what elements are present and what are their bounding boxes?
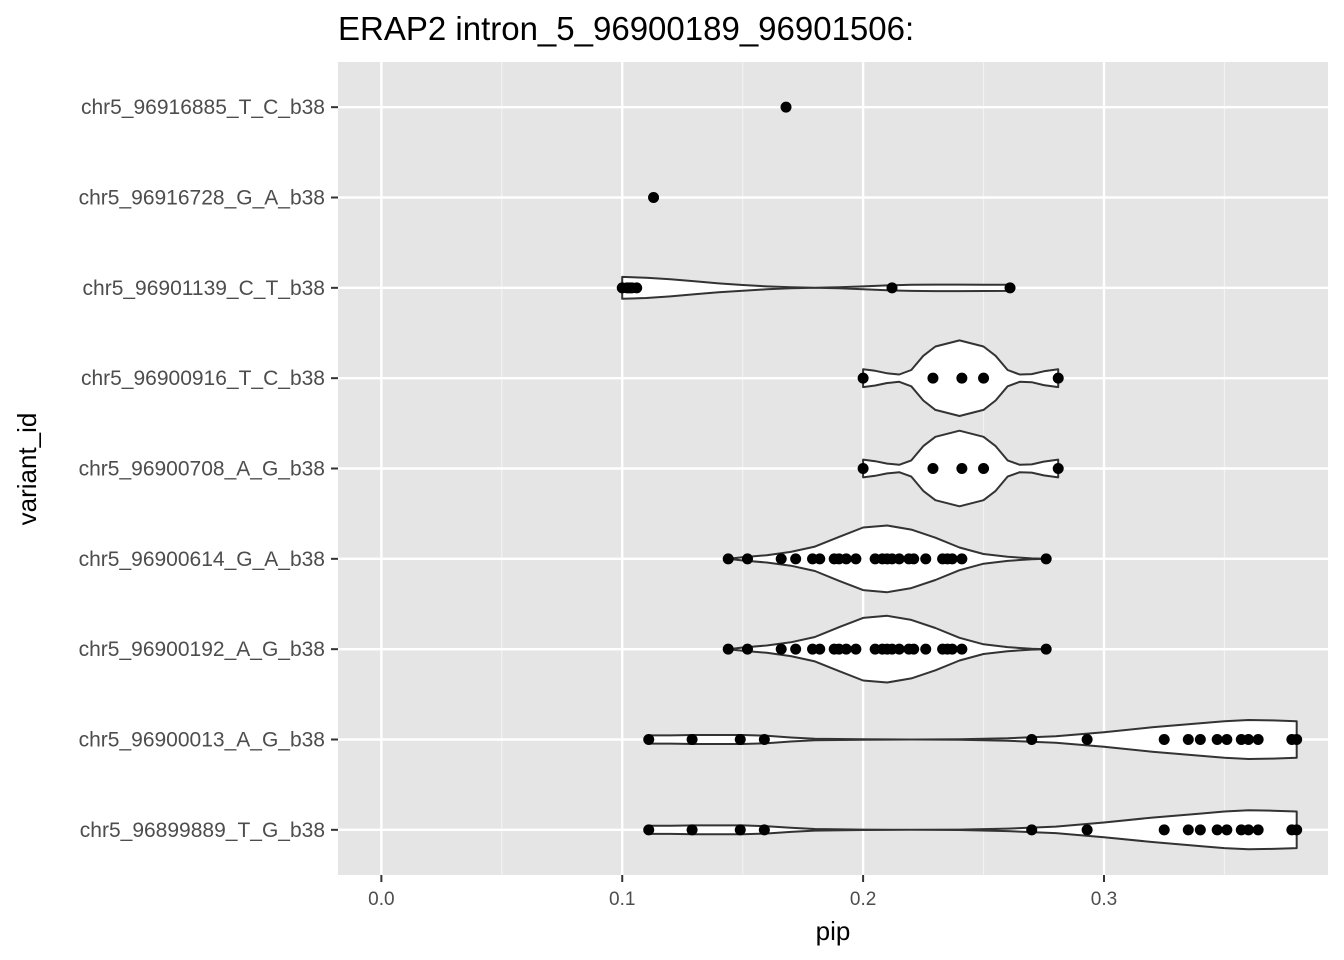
data-point xyxy=(908,643,920,655)
data-point xyxy=(686,824,698,836)
data-point xyxy=(908,553,920,565)
data-point xyxy=(643,824,655,836)
y-tick-label: chr5_96900013_A_G_b38 xyxy=(79,729,325,752)
x-tick-label: 0.1 xyxy=(609,889,635,910)
data-point xyxy=(1026,824,1038,836)
data-point xyxy=(893,643,905,655)
data-point xyxy=(1081,734,1093,745)
y-tick-label: chr5_96901139_C_T_b38 xyxy=(83,277,325,300)
x-tick-label: 0.3 xyxy=(1091,889,1117,910)
data-point xyxy=(775,643,787,655)
data-point xyxy=(1052,372,1064,384)
data-point xyxy=(920,553,932,565)
data-point xyxy=(686,734,698,745)
data-point xyxy=(956,553,968,565)
data-point xyxy=(741,643,753,655)
data-point xyxy=(1182,824,1194,836)
data-point xyxy=(927,463,939,474)
data-point xyxy=(927,372,939,384)
data-point xyxy=(1291,824,1303,836)
data-point xyxy=(814,553,826,565)
y-tick-label: chr5_96900708_A_G_b38 xyxy=(79,458,325,481)
y-axis-label: variant_id xyxy=(12,413,42,526)
data-point xyxy=(893,553,905,565)
data-point xyxy=(978,463,990,474)
y-tick-label: chr5_96899889_T_G_b38 xyxy=(80,819,325,842)
data-point xyxy=(722,553,734,565)
data-point xyxy=(1052,463,1064,474)
data-point xyxy=(1211,824,1223,836)
data-point xyxy=(1221,824,1233,836)
data-point xyxy=(956,643,968,655)
data-point xyxy=(857,463,869,474)
y-tick-label: chr5_96916728_G_A_b38 xyxy=(79,187,325,210)
y-tick-label: chr5_96900192_A_G_b38 xyxy=(79,638,325,661)
data-points xyxy=(616,101,1303,836)
data-point xyxy=(741,553,753,565)
data-point xyxy=(758,824,770,836)
data-point xyxy=(1243,824,1255,836)
data-point xyxy=(886,282,898,294)
data-point xyxy=(956,372,968,384)
data-point xyxy=(631,282,643,294)
y-tick-label: chr5_96916885_T_C_b38 xyxy=(81,96,325,119)
data-point xyxy=(978,372,990,384)
data-point xyxy=(734,824,746,836)
x-tick-label: 0.2 xyxy=(850,889,876,910)
data-point xyxy=(1182,734,1194,745)
data-point xyxy=(758,734,770,745)
violin-shape xyxy=(647,809,1298,851)
x-axis: 0.0 0.1 0.2 0.3 xyxy=(368,875,1117,910)
data-point xyxy=(734,734,746,745)
data-point xyxy=(1026,734,1038,745)
data-point xyxy=(850,643,862,655)
violin-shape xyxy=(647,719,1298,760)
data-point xyxy=(1004,282,1016,294)
data-point xyxy=(790,553,802,565)
data-point xyxy=(946,643,958,655)
data-point xyxy=(814,643,826,655)
data-point xyxy=(1040,643,1052,655)
data-point xyxy=(850,553,862,565)
data-point xyxy=(1040,553,1052,565)
x-tick-label: 0.0 xyxy=(368,889,394,910)
data-point xyxy=(775,553,787,565)
data-point xyxy=(780,101,792,113)
data-point xyxy=(1081,824,1093,836)
data-point xyxy=(956,463,968,474)
data-point xyxy=(840,643,852,655)
y-tick-label: chr5_96900614_G_A_b38 xyxy=(79,548,325,571)
data-point xyxy=(857,372,869,384)
y-axis: chr5_96916885_T_C_b38 chr5_96916728_G_A_b… xyxy=(79,96,338,842)
data-point xyxy=(840,553,852,565)
data-point xyxy=(1291,734,1303,745)
data-point xyxy=(1194,824,1206,836)
data-point xyxy=(1252,734,1264,745)
y-tick-label: chr5_96900916_T_C_b38 xyxy=(81,367,325,390)
data-point xyxy=(1243,734,1255,745)
data-point xyxy=(643,734,655,745)
data-point xyxy=(648,192,660,203)
data-point xyxy=(1252,824,1264,836)
data-point xyxy=(722,643,734,655)
data-point xyxy=(920,643,932,655)
data-point xyxy=(1158,824,1170,836)
chart-title: ERAP2 intron_5_96900189_96901506: xyxy=(338,10,914,47)
data-point xyxy=(1194,734,1206,745)
data-point xyxy=(946,553,958,565)
data-point xyxy=(1158,734,1170,745)
data-point xyxy=(790,643,802,655)
data-point xyxy=(1211,734,1223,745)
data-point xyxy=(1221,734,1233,745)
x-axis-label: pip xyxy=(816,916,851,946)
